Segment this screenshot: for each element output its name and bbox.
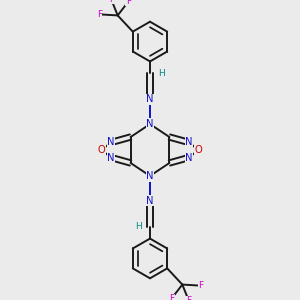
Text: O: O	[98, 145, 105, 155]
Text: F: F	[198, 281, 203, 290]
Text: N: N	[146, 119, 154, 129]
Text: H: H	[158, 69, 165, 78]
Text: O: O	[195, 145, 203, 155]
Text: H: H	[135, 222, 142, 231]
Text: N: N	[107, 137, 115, 147]
Text: N: N	[185, 153, 193, 163]
Text: F: F	[186, 296, 191, 300]
Text: N: N	[146, 94, 154, 104]
Text: F: F	[109, 0, 114, 4]
Text: N: N	[146, 196, 154, 206]
Text: F: F	[97, 10, 102, 19]
Text: N: N	[146, 171, 154, 181]
Text: N: N	[185, 137, 193, 147]
Text: F: F	[126, 0, 131, 6]
Text: N: N	[107, 153, 115, 163]
Text: F: F	[169, 294, 174, 300]
